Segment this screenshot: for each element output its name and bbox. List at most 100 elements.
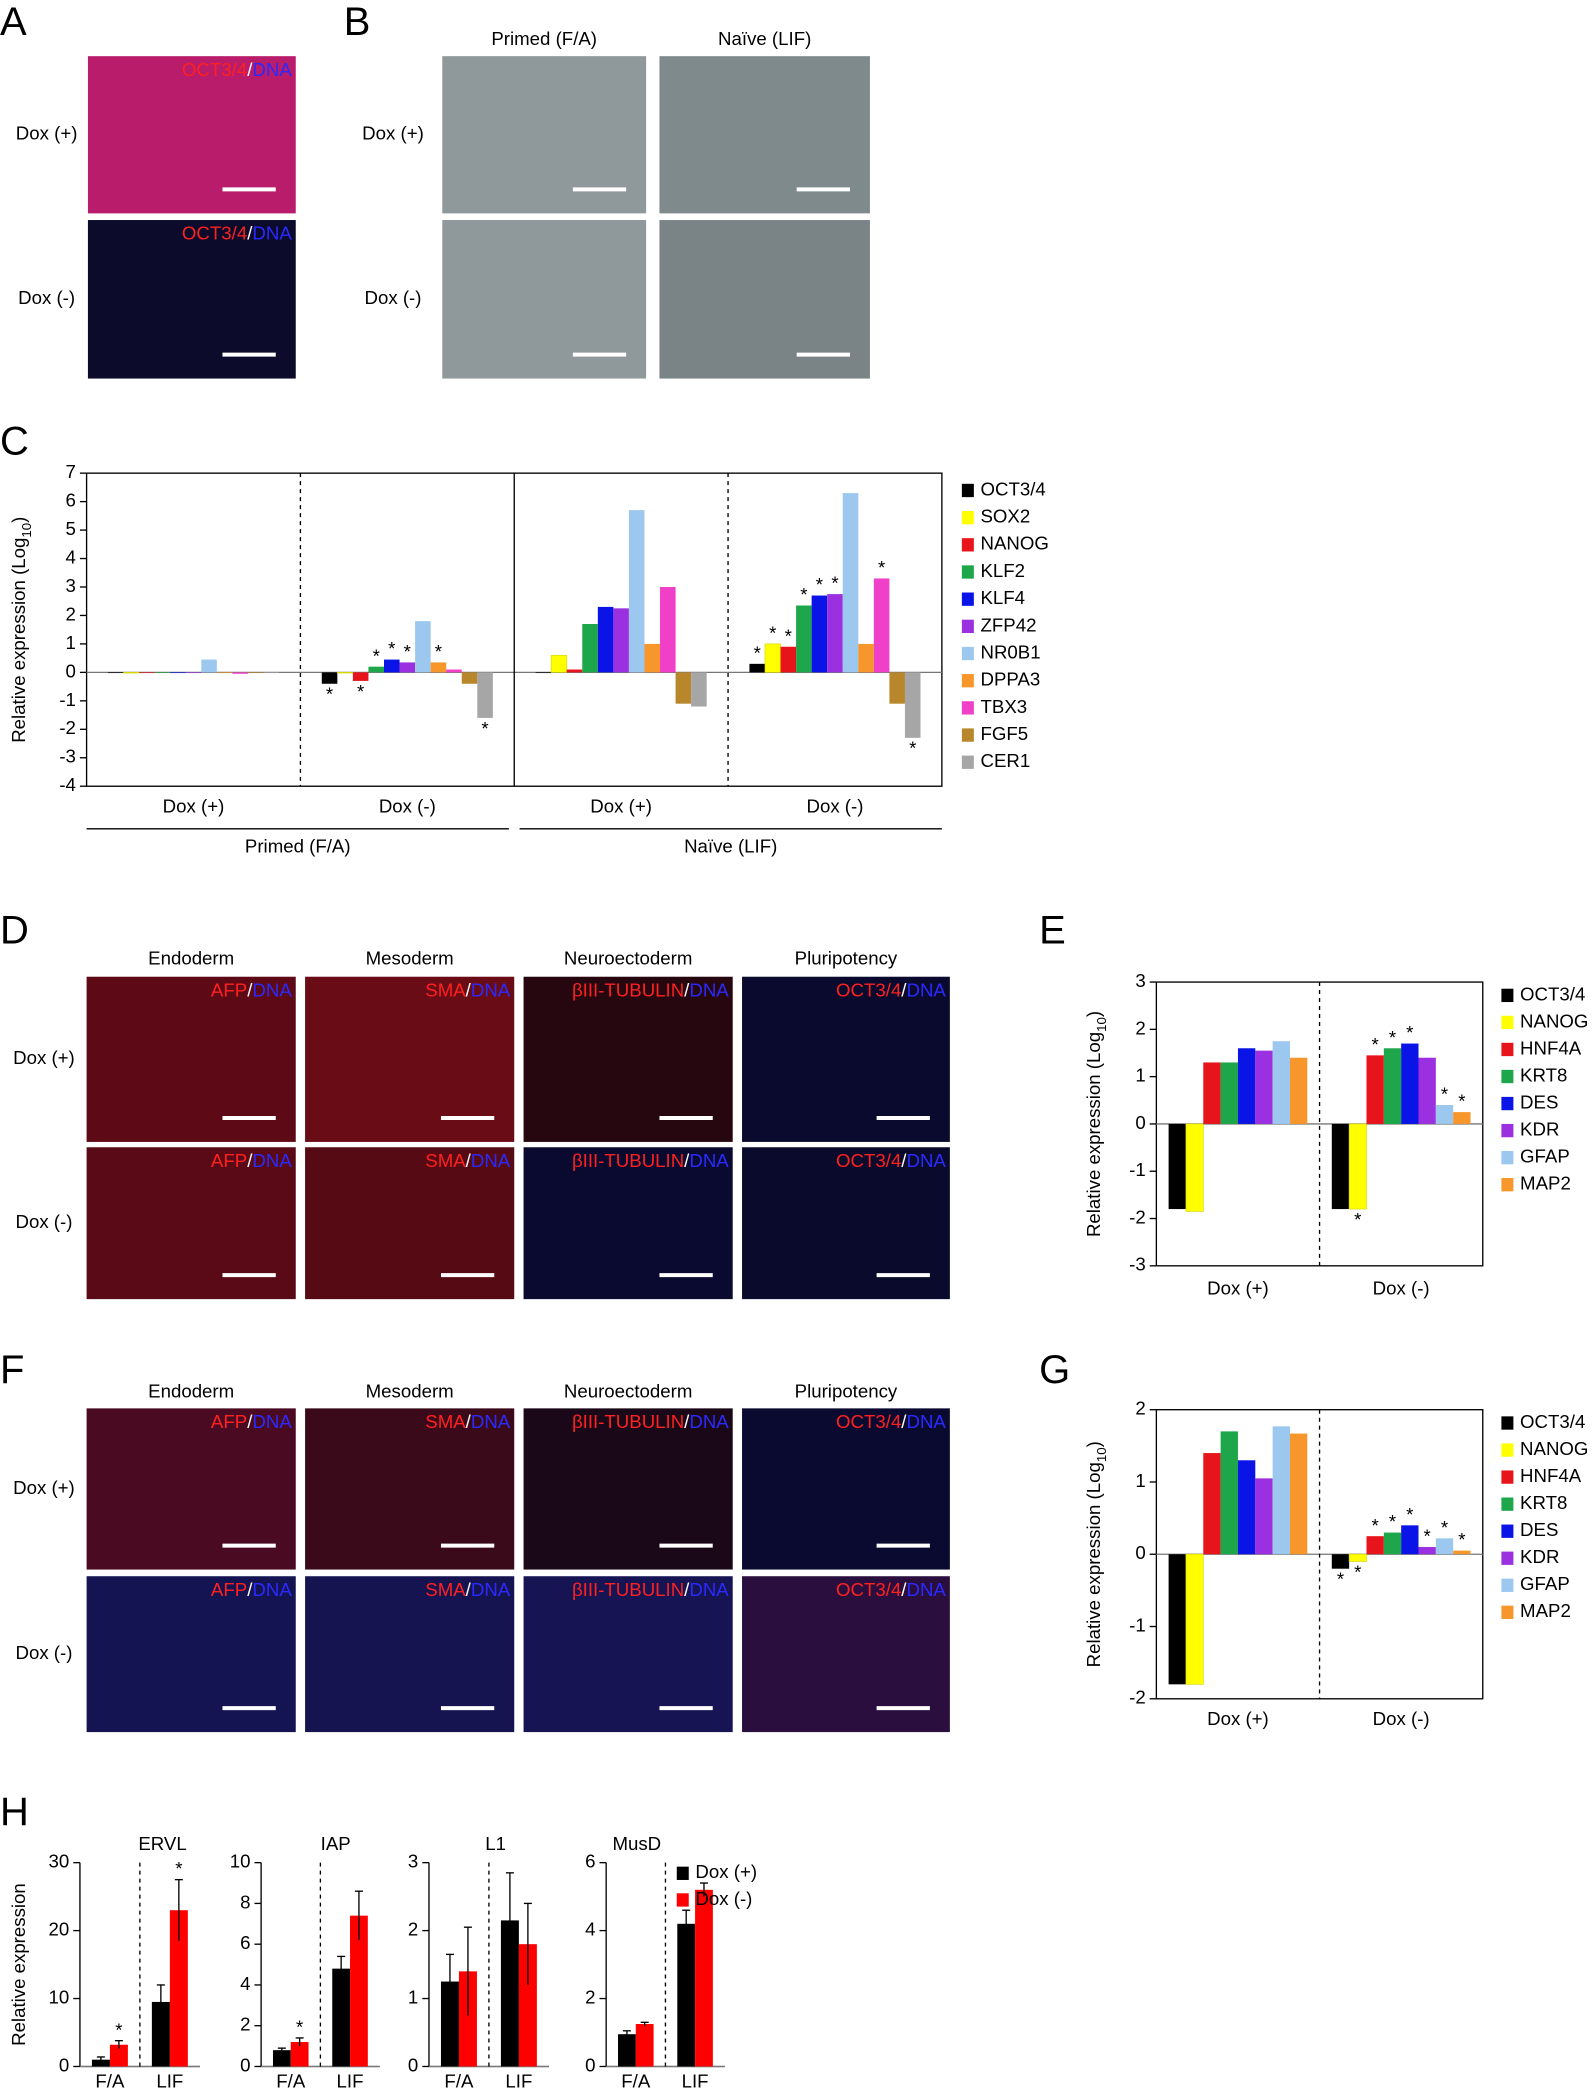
legend-label: DES xyxy=(1520,1519,1558,1540)
stain-dna: DNA xyxy=(252,59,292,80)
legend-swatch xyxy=(1501,1069,1514,1084)
y-axis-label: Relative expression xyxy=(8,1883,29,2046)
y-tick-label: 0 xyxy=(240,2054,250,2075)
y-tick-label: 20 xyxy=(49,1919,70,1940)
bar xyxy=(1418,1057,1436,1124)
micrograph xyxy=(86,976,296,1142)
column-title: Primed (F/A) xyxy=(491,28,597,49)
bar xyxy=(635,2024,654,2067)
x-tick-label: Dox (-) xyxy=(1373,1278,1430,1299)
panel-letter: F xyxy=(0,1348,24,1392)
y-tick-label: 1 xyxy=(1135,1065,1145,1086)
x-tick-label: Dox (+) xyxy=(1207,1278,1269,1299)
legend-label: MAP2 xyxy=(1520,1600,1571,1621)
y-tick-label: 0 xyxy=(59,2054,69,2075)
stain-label: OCT3/4/DNA xyxy=(836,1411,946,1432)
y-tick-label: 2 xyxy=(408,1919,418,1940)
stain-marker: SMA xyxy=(425,1579,466,1600)
bar xyxy=(535,672,552,674)
stain-marker: OCT3/4 xyxy=(836,979,901,1000)
bar xyxy=(1348,1553,1367,1562)
significance-mark: * xyxy=(1372,1515,1379,1536)
legend-label: ZFP42 xyxy=(981,614,1037,635)
significance-mark: * xyxy=(115,2019,122,2040)
bar xyxy=(618,2034,636,2067)
stain-label: βIII-TUBULIN/DNA xyxy=(572,1411,729,1432)
legend-label: KDR xyxy=(1520,1546,1559,1567)
y-axis-label-part: Relative expression (Log xyxy=(1083,1032,1104,1237)
stain-label: AFP/DNA xyxy=(211,979,292,1000)
stain-sep: / xyxy=(684,1579,690,1600)
stain-dna: DNA xyxy=(471,1150,511,1171)
bar xyxy=(352,672,369,681)
significance-mark: * xyxy=(296,2017,303,2038)
column-title: Endoderm xyxy=(148,947,234,968)
y-tick-label: 2 xyxy=(585,1986,595,2007)
stain-label: OCT3/4/DNA xyxy=(182,59,292,80)
bar xyxy=(1168,1554,1186,1685)
bar xyxy=(1289,1433,1308,1555)
stain-marker: βIII-TUBULIN xyxy=(572,979,684,1000)
x-tick-label: F/A xyxy=(95,2070,125,2091)
legend-swatch xyxy=(1501,1551,1514,1565)
y-tick-label: -2 xyxy=(1129,1206,1146,1227)
stain-marker: OCT3/4 xyxy=(836,1150,901,1171)
x-tick-label: LIF xyxy=(337,2070,364,2091)
stain-dna: DNA xyxy=(252,1411,292,1432)
y-tick-label: 2 xyxy=(1135,1398,1145,1419)
x-tick-label: LIF xyxy=(505,2070,532,2091)
micrograph xyxy=(523,1576,733,1733)
legend-swatch xyxy=(1501,1150,1514,1165)
stain-marker: AFP xyxy=(211,1150,247,1171)
y-tick-label: 2 xyxy=(66,603,76,624)
bar xyxy=(1383,1532,1402,1555)
y-tick-label: 30 xyxy=(49,1851,70,1872)
stain-marker: βIII-TUBULIN xyxy=(572,1150,684,1171)
stain-marker: OCT3/4 xyxy=(836,1411,901,1432)
significance-mark: * xyxy=(754,642,761,663)
y-tick-label: 4 xyxy=(585,1919,595,1940)
bar xyxy=(272,2050,291,2067)
legend-label: FGF5 xyxy=(981,723,1029,744)
micrograph xyxy=(523,1408,733,1570)
panel-letter: A xyxy=(0,0,27,44)
stain-dna: DNA xyxy=(252,1579,292,1600)
x-tick-label: Dox (+) xyxy=(163,795,225,816)
stain-marker: AFP xyxy=(211,979,247,1000)
significance-mark: * xyxy=(1389,1511,1396,1532)
stain-sep: / xyxy=(684,1150,690,1171)
significance-mark: * xyxy=(1441,1517,1448,1538)
bar xyxy=(446,669,462,673)
legend-label: DPPA3 xyxy=(981,669,1041,690)
stain-sep: / xyxy=(466,1579,472,1600)
column-title: Naïve (LIF) xyxy=(718,28,811,49)
stain-label: OCT3/4/DNA xyxy=(836,1579,946,1600)
y-tick-label: 0 xyxy=(1135,1112,1145,1133)
significance-mark: * xyxy=(1458,1529,1465,1550)
legend-swatch xyxy=(1501,1042,1514,1057)
micrograph xyxy=(87,220,296,379)
bar xyxy=(201,659,217,673)
chart-title: IAP xyxy=(321,1833,351,1854)
bar xyxy=(461,672,478,684)
legend-label: NR0B1 xyxy=(981,641,1041,662)
legend-label: OCT3/4 xyxy=(1520,1411,1585,1432)
bar xyxy=(628,510,645,673)
stain-label: OCT3/4/DNA xyxy=(182,223,292,244)
legend-swatch xyxy=(961,538,974,552)
legend-label: KLF2 xyxy=(981,560,1026,581)
bar xyxy=(91,2059,110,2067)
bar xyxy=(764,643,781,673)
y-tick-label: -1 xyxy=(1129,1159,1146,1180)
legend-swatch xyxy=(961,565,974,579)
bar xyxy=(566,669,583,673)
row-label: Dox (+) xyxy=(13,1047,75,1068)
panel-letter: B xyxy=(344,0,371,44)
bar xyxy=(1331,1554,1350,1569)
y-tick-label: 10 xyxy=(230,1851,251,1872)
bar xyxy=(332,1968,351,2067)
y-tick-label: -2 xyxy=(59,717,76,738)
micrograph xyxy=(659,220,870,379)
significance-mark: * xyxy=(435,641,442,662)
stain-dna: DNA xyxy=(471,979,511,1000)
